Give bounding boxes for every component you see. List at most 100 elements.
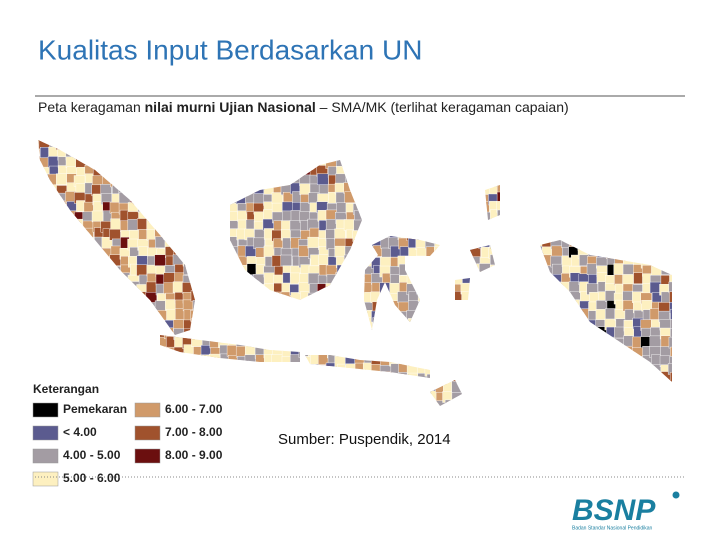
region (289, 317, 301, 330)
region (415, 176, 427, 188)
region (380, 156, 392, 168)
region (514, 193, 527, 205)
region (542, 209, 555, 221)
region (155, 346, 168, 358)
region (101, 146, 113, 159)
region (469, 282, 481, 294)
region (678, 183, 689, 194)
region (38, 175, 41, 187)
region (38, 140, 42, 142)
region (217, 281, 229, 294)
region (454, 156, 466, 168)
region (262, 155, 274, 168)
region (219, 310, 231, 322)
region (613, 382, 626, 394)
region (424, 365, 437, 377)
region (445, 247, 457, 260)
region (551, 337, 564, 349)
region (444, 238, 456, 251)
region (452, 147, 465, 160)
region (532, 310, 544, 323)
region (264, 390, 276, 403)
region (487, 355, 500, 368)
region (397, 400, 410, 406)
region (616, 409, 627, 420)
region (632, 347, 644, 359)
region (389, 201, 402, 214)
region (200, 166, 212, 179)
region (534, 149, 547, 161)
region (397, 209, 409, 221)
region (353, 219, 366, 232)
region (624, 246, 637, 258)
region (525, 239, 538, 251)
region (154, 373, 167, 386)
region (622, 140, 635, 142)
region (514, 355, 527, 367)
region (390, 381, 402, 394)
region (425, 228, 437, 240)
region (57, 266, 69, 278)
region (255, 372, 267, 384)
region (668, 229, 672, 241)
region (613, 147, 626, 160)
region (525, 390, 537, 403)
region (219, 318, 231, 331)
region (217, 185, 229, 197)
region (534, 374, 546, 386)
region (354, 346, 366, 358)
region (550, 362, 563, 374)
region (191, 354, 203, 367)
region (523, 372, 536, 385)
region (553, 165, 565, 178)
region (318, 140, 330, 150)
region (497, 318, 509, 330)
region (478, 166, 490, 178)
region (192, 365, 205, 377)
region (514, 398, 527, 406)
region (328, 301, 340, 313)
region (388, 398, 401, 406)
region (390, 212, 402, 224)
region (442, 292, 455, 304)
region (164, 202, 177, 214)
region (182, 156, 194, 168)
region (75, 347, 88, 359)
region (110, 175, 122, 188)
region (616, 398, 628, 406)
region (38, 156, 41, 168)
subtitle-part: – SMA/MK (terlihat keragaman capaian) (316, 99, 569, 115)
region (659, 184, 671, 196)
region (130, 344, 142, 357)
region (426, 373, 439, 386)
region (210, 292, 222, 305)
region (372, 400, 385, 406)
region (487, 292, 500, 304)
region (335, 317, 347, 329)
region (613, 238, 626, 250)
region (532, 319, 545, 331)
region (615, 391, 628, 404)
region (193, 210, 205, 222)
region (227, 265, 240, 277)
region (84, 255, 96, 267)
region (247, 174, 259, 186)
region (418, 300, 430, 313)
region (677, 202, 688, 213)
region (524, 301, 537, 314)
region (506, 192, 518, 204)
region (343, 382, 355, 395)
region (237, 399, 249, 406)
region (38, 290, 49, 302)
region (244, 291, 256, 303)
region (525, 273, 538, 286)
region (398, 193, 410, 206)
region (119, 344, 132, 357)
region (407, 182, 419, 194)
map (38, 140, 689, 420)
region (118, 165, 130, 177)
region (532, 282, 545, 294)
region (192, 390, 205, 403)
region (560, 146, 572, 159)
region (596, 175, 608, 187)
